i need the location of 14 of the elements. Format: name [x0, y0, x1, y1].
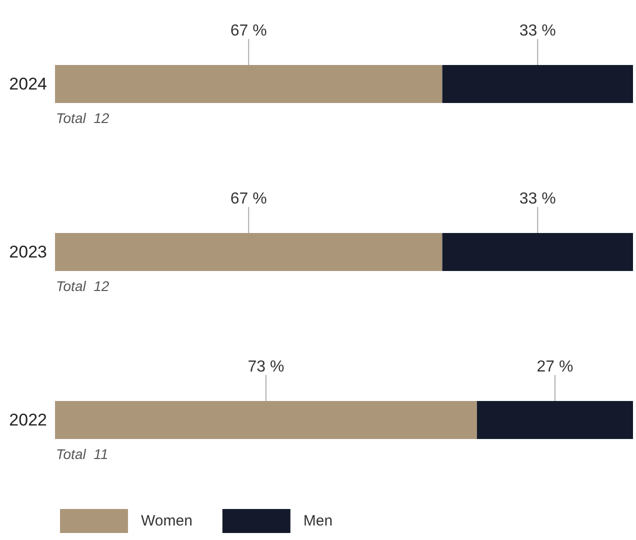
total-label: Total 12 [56, 110, 110, 126]
legend-label: Men [303, 512, 333, 530]
legend-label: Women [141, 512, 192, 530]
data-label: 67 % [230, 190, 267, 208]
total-label: Total 11 [56, 446, 108, 462]
y-tick-label: 2024 [9, 74, 47, 94]
data-label: 33 % [519, 22, 556, 40]
y-tick-label: 2023 [9, 242, 47, 262]
y-tick-label: 2022 [9, 410, 47, 430]
data-label: 67 % [230, 22, 267, 40]
total-label: Total 12 [56, 278, 110, 294]
data-label: 33 % [519, 190, 556, 208]
data-label: 27 % [536, 358, 574, 376]
data-label: 73 % [248, 358, 284, 376]
